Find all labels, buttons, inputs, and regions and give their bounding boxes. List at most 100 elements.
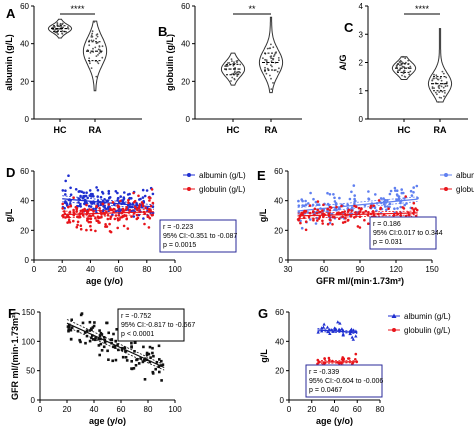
- data-point: [111, 359, 114, 363]
- data-point: [94, 229, 97, 233]
- data-point: [372, 204, 376, 207]
- data-point: [76, 329, 80, 333]
- data-point: [312, 197, 315, 201]
- data-point: [351, 337, 355, 341]
- data-point: [151, 372, 155, 375]
- confidence-band: [317, 328, 358, 332]
- data-point: [95, 204, 98, 208]
- x-tick-label: 40: [90, 405, 99, 414]
- data-point: [351, 328, 356, 332]
- data-point: [316, 219, 319, 222]
- data-point: [98, 207, 101, 210]
- violin-point: [56, 31, 58, 34]
- violin-point: [235, 60, 238, 62]
- confidence-band: [62, 195, 154, 206]
- data-point: [323, 357, 326, 360]
- stats-ci: 95% CI:-0.817 to -0.667: [121, 322, 195, 329]
- data-point: [100, 349, 104, 352]
- significance-label: ****: [70, 4, 85, 14]
- violin-point: [272, 82, 274, 84]
- data-point: [107, 192, 111, 195]
- violin-point: [270, 55, 273, 58]
- data-point: [393, 207, 396, 210]
- violin-point: [266, 47, 269, 50]
- data-point: [141, 204, 145, 208]
- data-point: [107, 203, 110, 206]
- violin-point: [437, 101, 440, 103]
- data-point: [92, 324, 96, 328]
- y-tick-label: 150: [22, 308, 36, 317]
- data-point: [149, 204, 153, 208]
- violin-point: [233, 71, 236, 74]
- violin-point: [96, 33, 99, 36]
- legend-marker: [187, 187, 191, 191]
- data-point: [80, 312, 84, 315]
- regression-line: [62, 211, 154, 216]
- data-point: [90, 328, 93, 331]
- data-point: [369, 204, 373, 208]
- data-point: [321, 219, 324, 223]
- legend-marker: [392, 328, 396, 332]
- violin-point: [278, 67, 280, 70]
- regression-line: [317, 329, 358, 334]
- data-point: [123, 191, 126, 194]
- violin-point: [270, 64, 272, 67]
- data-point: [383, 205, 387, 208]
- data-point: [102, 208, 105, 212]
- violin-point: [404, 57, 407, 60]
- data-point: [341, 211, 344, 214]
- data-point: [104, 223, 107, 226]
- data-point: [114, 190, 118, 193]
- violin-point: [444, 85, 447, 88]
- data-point: [151, 351, 154, 355]
- confidence-band: [62, 213, 154, 219]
- data-point: [341, 333, 345, 337]
- data-point: [304, 203, 308, 206]
- x-tick-label: 60: [114, 265, 123, 274]
- violin-point: [227, 62, 229, 64]
- violin-point: [269, 74, 271, 77]
- data-point: [410, 194, 414, 197]
- data-point: [70, 326, 74, 329]
- data-point: [82, 191, 85, 194]
- data-point: [336, 320, 340, 324]
- y-tick-label: 0: [279, 256, 284, 265]
- data-point: [127, 201, 130, 205]
- data-point: [89, 228, 93, 232]
- data-point: [349, 327, 354, 331]
- data-point: [98, 329, 101, 332]
- data-point: [396, 207, 399, 210]
- data-point: [395, 193, 399, 196]
- data-point: [64, 179, 67, 183]
- y-tick-label: 20: [181, 77, 190, 86]
- data-point: [322, 322, 326, 326]
- data-point: [354, 358, 357, 361]
- y-tick-label: 20: [20, 226, 29, 235]
- data-point: [354, 334, 358, 338]
- data-point: [316, 330, 320, 334]
- data-point: [143, 194, 147, 198]
- x-tick-label: 0: [32, 265, 37, 274]
- data-point: [304, 228, 308, 232]
- data-point: [88, 339, 92, 343]
- violin-point: [438, 87, 441, 90]
- violin-point: [401, 74, 403, 77]
- data-point: [316, 200, 320, 203]
- confidence-band: [297, 201, 418, 215]
- violin-point: [431, 86, 434, 88]
- data-point: [340, 204, 343, 208]
- violin-point: [98, 52, 101, 55]
- panel-letter: A: [6, 6, 16, 21]
- violin-point: [91, 30, 94, 33]
- data-point: [141, 188, 145, 192]
- stats-p: p = 0.0467: [309, 387, 342, 394]
- data-point: [107, 189, 111, 193]
- violin-point: [59, 22, 62, 25]
- data-point: [333, 200, 337, 203]
- violin-point: [228, 62, 231, 64]
- violin-point: [440, 97, 443, 99]
- data-point: [107, 205, 110, 209]
- data-point: [79, 313, 83, 317]
- data-point: [338, 217, 341, 220]
